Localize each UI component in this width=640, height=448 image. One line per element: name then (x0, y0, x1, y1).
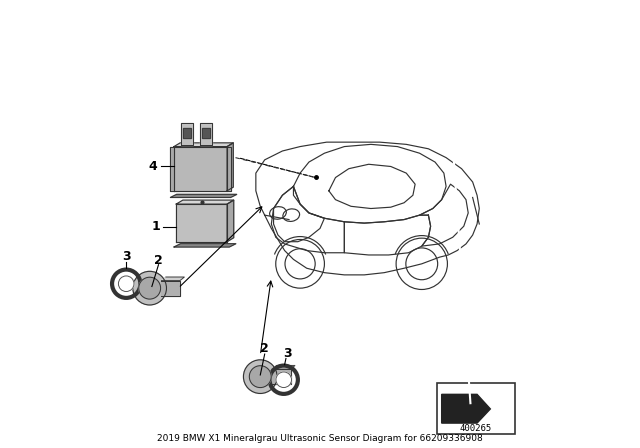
Text: 2: 2 (154, 254, 163, 267)
Polygon shape (170, 146, 174, 191)
Polygon shape (174, 146, 227, 191)
Text: 4: 4 (148, 160, 157, 173)
Polygon shape (176, 204, 227, 242)
Polygon shape (161, 280, 180, 296)
Circle shape (269, 366, 298, 394)
Text: 2019 BMW X1 Mineralgrau Ultrasonic Sensor Diagram for 66209336908: 2019 BMW X1 Mineralgrau Ultrasonic Senso… (157, 434, 483, 443)
Bar (202, 128, 210, 138)
Polygon shape (272, 366, 295, 369)
Polygon shape (256, 142, 479, 275)
Circle shape (133, 271, 166, 305)
Polygon shape (200, 123, 212, 145)
Circle shape (139, 277, 161, 299)
Polygon shape (174, 244, 236, 247)
Polygon shape (227, 146, 230, 191)
Circle shape (250, 366, 271, 388)
Bar (437, 383, 515, 434)
Polygon shape (180, 123, 193, 145)
Polygon shape (170, 194, 237, 198)
Bar (202, 128, 210, 138)
Polygon shape (174, 143, 234, 146)
Text: 3: 3 (283, 347, 292, 360)
Polygon shape (227, 143, 234, 191)
Polygon shape (161, 277, 184, 280)
Polygon shape (272, 369, 291, 384)
Circle shape (243, 360, 277, 393)
Circle shape (118, 276, 134, 292)
Polygon shape (176, 200, 234, 204)
Circle shape (112, 270, 140, 298)
Text: 2: 2 (260, 342, 269, 355)
Circle shape (276, 372, 291, 388)
Text: 1: 1 (152, 220, 161, 233)
Polygon shape (227, 200, 234, 242)
Text: 400265: 400265 (460, 424, 492, 433)
Text: 3: 3 (122, 250, 131, 263)
Bar (183, 128, 191, 138)
Bar (183, 128, 191, 138)
Polygon shape (442, 394, 490, 423)
